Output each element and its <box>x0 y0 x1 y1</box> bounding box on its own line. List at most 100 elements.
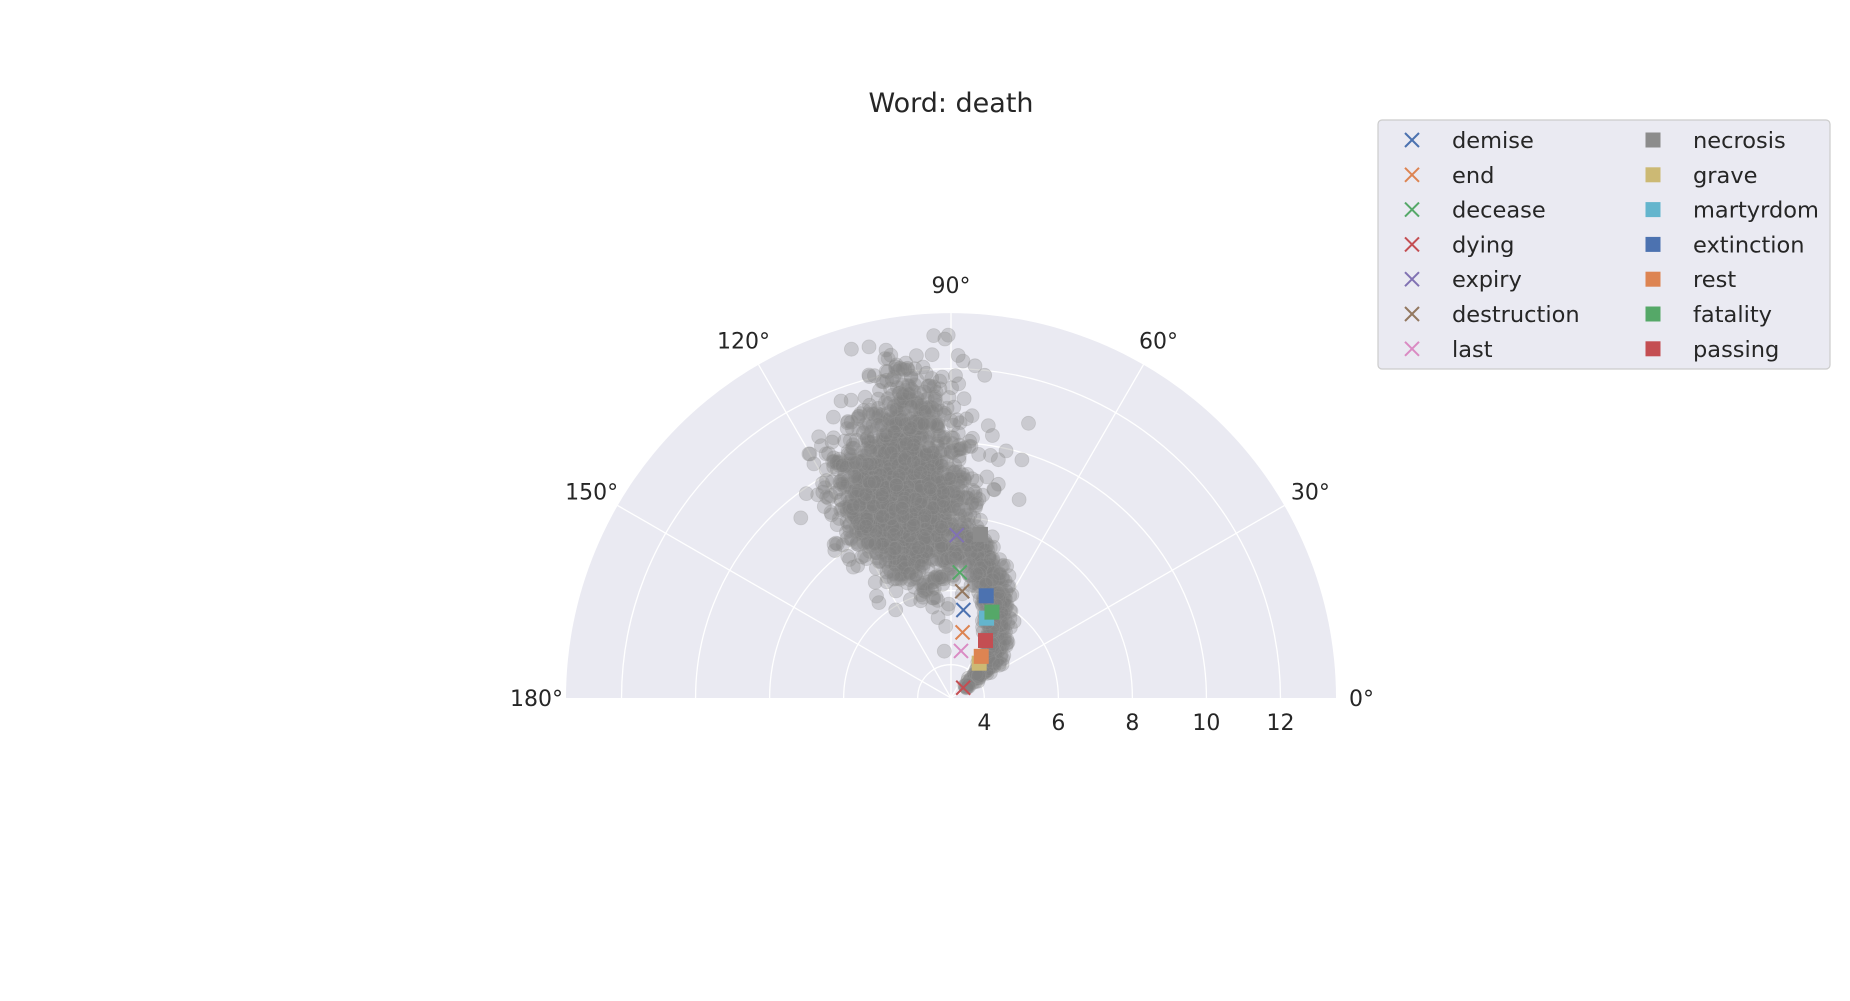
legend-label: grave <box>1693 163 1757 189</box>
background-point <box>986 573 1000 587</box>
theta-tick-label: 120° <box>717 329 770 354</box>
background-point <box>952 502 966 516</box>
background-point <box>908 378 922 392</box>
background-point <box>862 340 876 354</box>
marker-fatality <box>984 605 999 620</box>
background-point <box>981 419 995 433</box>
background-point <box>827 431 841 445</box>
background-point <box>803 447 817 461</box>
background-point <box>895 501 909 515</box>
background-point <box>931 593 945 607</box>
background-point <box>861 457 875 471</box>
background-point <box>916 590 930 604</box>
background-point <box>917 417 931 431</box>
background-point <box>1022 416 1036 430</box>
background-point <box>1015 453 1029 467</box>
theta-tick-label: 150° <box>565 481 618 506</box>
chart-title: Word: death <box>868 88 1033 119</box>
background-point <box>832 512 846 526</box>
background-point <box>928 389 942 403</box>
r-tick-labels: 4 6 8 10 12 <box>977 711 1294 736</box>
background-point <box>841 415 855 429</box>
background-point <box>875 374 889 388</box>
background-point <box>904 399 918 413</box>
background-point <box>965 409 979 423</box>
background-point <box>903 593 917 607</box>
legend-label: martyrdom <box>1693 198 1819 224</box>
background-point <box>844 342 858 356</box>
marker-rest <box>974 649 989 664</box>
marker-extinction <box>979 588 994 603</box>
background-point <box>880 570 894 584</box>
background-point <box>999 444 1013 458</box>
legend-label: passing <box>1693 337 1779 363</box>
legend-label: destruction <box>1452 302 1580 328</box>
background-point <box>867 475 881 489</box>
background-point <box>923 481 937 495</box>
theta-tick-label: 0° <box>1349 687 1374 712</box>
background-point <box>843 553 857 567</box>
background-point <box>826 410 840 424</box>
background-point <box>936 486 950 500</box>
background-point <box>836 476 850 490</box>
r-tick-label: 4 <box>977 711 991 736</box>
background-point <box>872 596 886 610</box>
background-point <box>935 520 949 534</box>
theta-tick-label: 180° <box>510 687 563 712</box>
legend-label: rest <box>1693 267 1736 293</box>
background-point <box>881 352 895 366</box>
background-point <box>848 469 862 483</box>
background-point <box>895 362 909 376</box>
legend-label: expiry <box>1452 267 1522 293</box>
legend-label: necrosis <box>1693 128 1786 154</box>
background-point <box>918 509 932 523</box>
background-point <box>1012 493 1026 507</box>
background-point <box>913 466 927 480</box>
background-point <box>952 453 966 467</box>
r-tick-label: 6 <box>1051 711 1065 736</box>
background-point <box>992 658 1006 672</box>
background-point <box>953 416 967 430</box>
background-point <box>811 488 825 502</box>
background-point <box>969 474 983 488</box>
legend-label: extinction <box>1693 232 1805 258</box>
legend-label: decease <box>1452 198 1546 224</box>
background-point <box>984 448 998 462</box>
marker-passing <box>978 633 993 648</box>
background-point <box>927 329 941 343</box>
background-point <box>998 632 1012 646</box>
background-point <box>794 511 808 525</box>
theta-tick-label: 60° <box>1139 329 1178 354</box>
background-point <box>858 390 872 404</box>
background-point <box>868 537 882 551</box>
background-point <box>945 381 959 395</box>
background-point <box>984 553 998 567</box>
background-point <box>812 430 826 444</box>
legend-label: last <box>1452 337 1493 363</box>
background-point <box>846 498 860 512</box>
background-point <box>894 413 908 427</box>
background-point <box>889 603 903 617</box>
background-point <box>887 528 901 542</box>
background-point <box>912 541 926 555</box>
background-point <box>851 484 865 498</box>
r-tick-label: 10 <box>1192 711 1220 736</box>
marker-necrosis <box>973 527 988 542</box>
legend: demiseenddeceasedyingexpirydestructionla… <box>1378 120 1830 369</box>
background-point <box>914 559 928 573</box>
background-point <box>943 472 957 486</box>
background-point <box>844 393 858 407</box>
background-point <box>876 510 890 524</box>
background-point <box>888 542 902 556</box>
background-point <box>899 437 913 451</box>
background-point <box>922 440 936 454</box>
background-point <box>945 436 959 450</box>
background-point <box>889 478 903 492</box>
r-tick-label: 8 <box>1125 711 1139 736</box>
background-point <box>820 474 834 488</box>
background-point <box>925 348 939 362</box>
r-tick-label: 12 <box>1266 711 1294 736</box>
background-point <box>866 430 880 444</box>
background-point <box>930 569 944 583</box>
